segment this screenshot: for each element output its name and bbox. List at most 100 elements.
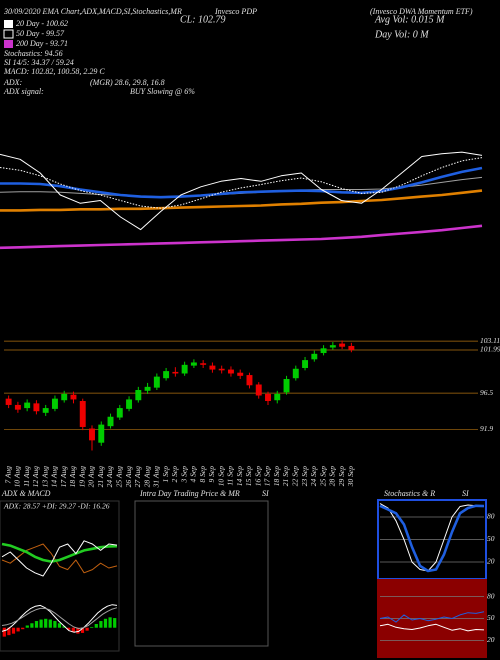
x-tick-label: 2 Sep: [170, 466, 179, 483]
x-tick-label: 7 Aug: [3, 466, 12, 484]
candle-body: [302, 360, 309, 368]
x-tick-label: 17 Sep: [263, 466, 272, 486]
series-line: [1, 607, 118, 629]
candle-body: [144, 386, 151, 391]
candle-body: [14, 404, 21, 410]
candle-body: [274, 393, 281, 401]
legend-swatch: [4, 20, 13, 28]
series-line: [0, 157, 483, 209]
candle-body: [181, 364, 188, 374]
x-tick-label: 4 Sep: [189, 466, 198, 483]
series-line: [379, 504, 485, 573]
intraday-panel: [134, 500, 269, 647]
histogram-bar: [80, 627, 85, 633]
candle-body: [329, 345, 336, 348]
histogram-bar: [25, 625, 29, 628]
x-tick-label: 14 Sep: [235, 466, 244, 486]
series-line: [379, 503, 485, 572]
panel-title: Stochastics & R: [384, 489, 435, 498]
candle-body: [61, 393, 68, 401]
candle-body: [24, 402, 31, 409]
x-tick-label: 25 Aug: [115, 466, 124, 488]
histogram-bar: [2, 627, 6, 637]
histogram-bar: [113, 618, 117, 628]
x-tick-label: 30 Sep: [346, 466, 355, 487]
candle-body: [200, 363, 207, 365]
x-tick-label: 19 Aug: [77, 466, 86, 488]
x-tick-label: 10 Aug: [13, 466, 22, 488]
legend-swatch: [4, 40, 13, 48]
x-tick-label: 8 Sep: [198, 466, 207, 483]
series-line: [0, 189, 483, 212]
histogram-bar: [16, 627, 20, 632]
candle-body: [163, 371, 170, 379]
x-tick-label: 21 Aug: [96, 466, 105, 488]
x-tick-label: 13 Aug: [40, 466, 49, 488]
y-tick-label: 80: [487, 512, 495, 521]
x-tick-label: 27 Aug: [133, 466, 142, 488]
x-tick-label: 20 Aug: [87, 466, 96, 488]
histogram-bar: [48, 619, 52, 628]
histogram-bar: [57, 623, 62, 628]
header-text: (MGR) 28.6, 29.8, 16.8: [90, 78, 165, 87]
series-line: [379, 611, 485, 623]
histogram-bar: [103, 618, 108, 628]
legend-swatch: [3, 29, 14, 39]
header-text: 200 Day - 93.71: [16, 39, 68, 48]
x-tick-label: 14 Aug: [50, 466, 59, 488]
x-tick-label: 18 Sep: [272, 466, 281, 486]
candle-body: [172, 371, 179, 374]
header-text: MACD: 102.82, 100.58, 2.29 C: [3, 67, 105, 76]
candle-body: [246, 375, 253, 386]
candle-body: [227, 369, 234, 374]
header-text: ADX signal:: [3, 87, 44, 96]
x-tick-label: 24 Aug: [105, 466, 114, 488]
x-tick-label: 3 Sep: [179, 466, 188, 484]
candle-body: [116, 408, 123, 418]
x-tick-label: 12 Aug: [31, 466, 40, 488]
candle-body: [153, 376, 160, 388]
x-tick-label: 18 Aug: [68, 466, 77, 488]
panel-title: SI: [462, 489, 469, 498]
candle-body: [311, 353, 318, 360]
x-tick-label: 22 Sep: [291, 466, 300, 486]
candle-body: [283, 378, 290, 393]
header-text: Day Vol: 0 M: [374, 29, 429, 40]
y-tick-label: 50: [487, 534, 495, 543]
candle-body: [237, 372, 244, 376]
histogram-bar: [21, 627, 25, 630]
series-line: [379, 623, 485, 632]
candle-body: [265, 393, 271, 402]
candle-body: [5, 398, 12, 405]
header-text: BUY Slowing @ 6%: [130, 87, 195, 96]
y-tick-label: 20: [487, 557, 495, 566]
x-tick-label: 29 Sep: [337, 466, 346, 486]
y-tick-label: 103.11: [480, 336, 500, 345]
header-text: Invesco PDP: [214, 7, 257, 16]
y-tick-label: 101.99: [480, 345, 500, 354]
candle-body: [209, 365, 216, 370]
x-tick-label: 1 Sep: [161, 466, 170, 483]
panel-title: Intra Day Trading Price & MR: [139, 489, 240, 498]
header-text: 30/09/2020 EMA Chart,ADX,MACD,SI,Stochas…: [3, 7, 182, 16]
x-tick-label: 25 Sep: [318, 466, 327, 486]
x-tick-label: 23 Sep: [300, 466, 309, 486]
candle-body: [98, 424, 105, 443]
candle-body: [135, 390, 142, 401]
header-text: ADX:: [3, 78, 23, 87]
histogram-bar: [34, 621, 39, 628]
x-tick-label: 10 Sep: [216, 466, 225, 486]
histogram-bar: [90, 626, 94, 628]
y-tick-label: 50: [487, 613, 495, 622]
candle-body: [33, 403, 40, 412]
y-tick-label: 96.5: [480, 388, 493, 397]
histogram-bar: [62, 626, 66, 628]
candle-body: [292, 368, 299, 379]
candle-body: [51, 398, 58, 409]
x-tick-label: 16 Sep: [253, 466, 262, 486]
series-line: [0, 166, 483, 199]
histogram-bar: [67, 627, 71, 630]
x-tick-label: 28 Sep: [328, 466, 337, 486]
candle-body: [42, 408, 49, 413]
